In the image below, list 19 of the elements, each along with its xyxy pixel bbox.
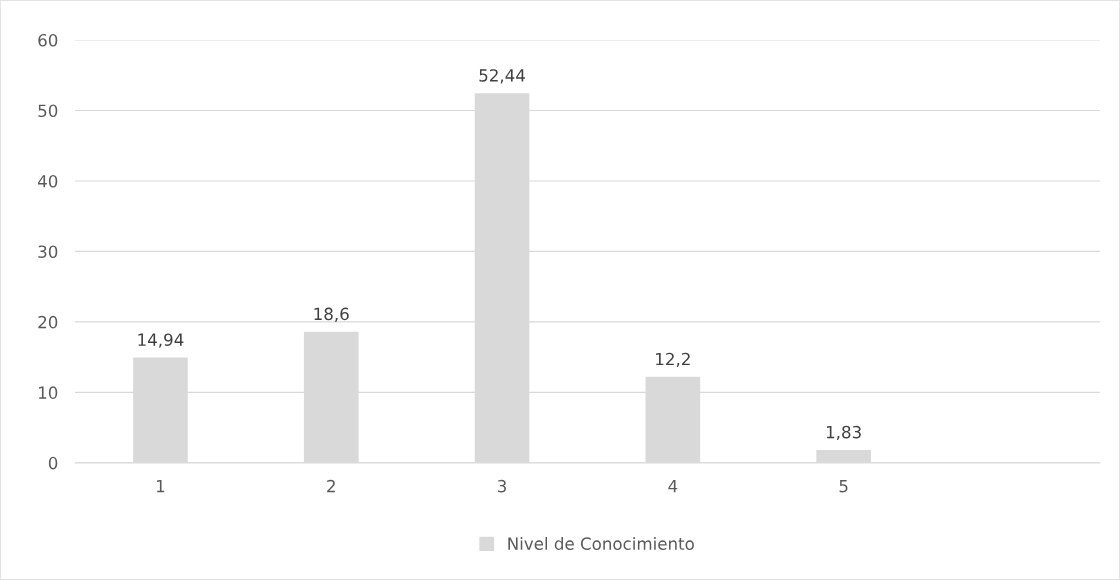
data-label: 1,83: [826, 425, 861, 441]
data-label: 14,94: [138, 333, 184, 348]
x-tick-label: 5: [839, 480, 848, 493]
y-tick-label: 30: [38, 245, 58, 258]
y-tick-label: 50: [38, 104, 58, 118]
bar: [816, 449, 871, 463]
data-label: 18,6: [314, 307, 349, 322]
x-tick-label: 1: [156, 480, 165, 493]
y-tick-label: 60: [38, 33, 58, 47]
data-label: 12,2: [656, 352, 690, 367]
y-tick-label: 0: [48, 456, 58, 470]
legend-label: Nivel de Conocimiento: [508, 537, 694, 550]
x-tick-label: 3: [498, 479, 507, 493]
y-tick-label: 20: [38, 315, 58, 329]
data-label: 52,44: [479, 69, 525, 84]
x-tick-label: 4: [668, 480, 678, 493]
y-tick-label: 40: [37, 174, 58, 188]
x-tick-label: 2: [327, 479, 335, 493]
y-tick-label: 10: [39, 386, 58, 399]
